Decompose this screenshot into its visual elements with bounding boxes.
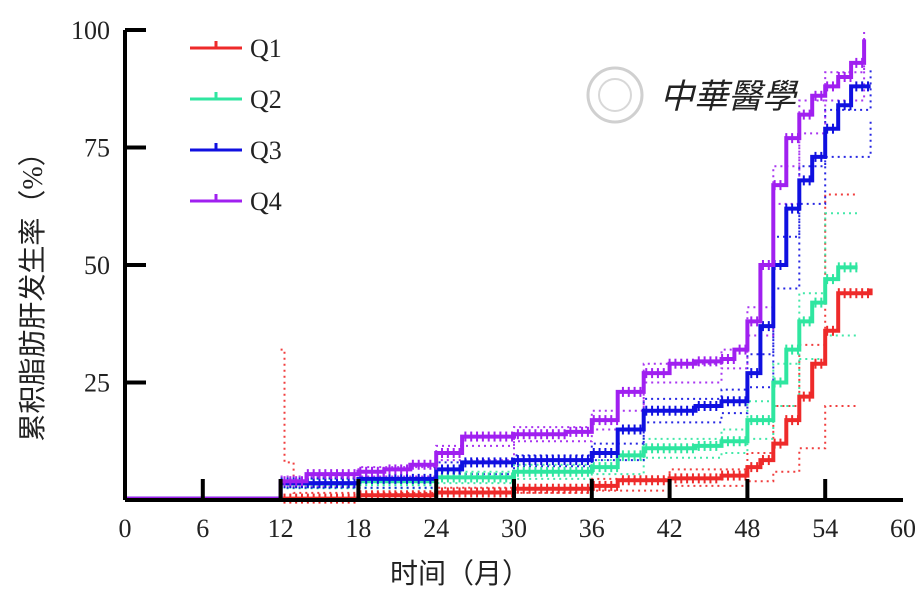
x-tick-label: 60 [890,514,916,543]
watermark-text: 中華醫學 [660,79,799,116]
x-tick-label: 54 [812,514,838,543]
series-q3 [125,81,871,501]
confidence-line-q1-upper [280,193,858,494]
series-q4 [125,39,867,501]
watermark: 中華醫學 [586,66,799,124]
series-line-q1 [125,288,873,501]
series-lines [125,39,873,504]
legend-label: Q1 [250,34,282,63]
x-tick-label: 30 [501,514,527,543]
ticks: 0 6 12 18 24 30 36 42 48 54 60 25 50 75 100 [71,16,916,543]
confidence-line-q2-upper [280,212,858,480]
confidence-line-q3-upper [280,67,872,480]
x-tick-label: 48 [734,514,760,543]
legend-item-q4: Q4 [190,187,282,216]
legend-label: Q2 [250,85,282,114]
x-tick-label: 18 [345,514,371,543]
legend-label: Q4 [250,187,282,216]
watermark-seal-icon [586,66,644,124]
x-axis-title: 时间（月） [390,558,530,590]
legend-item-q2: Q2 [190,85,282,114]
legend: Q1 Q2 Q3 Q4 [190,34,282,216]
y-axis-title: 累积脂肪肝发生率（%） [17,138,49,441]
legend-item-q1: Q1 [190,34,282,63]
y-tick-label: 100 [71,16,110,45]
watermark-seal-inner [598,78,632,112]
x-tick-label: 12 [268,514,294,543]
x-tick-label: 36 [579,514,605,543]
confidence-line-q2-lower [280,334,858,490]
confidence-line-q1-lower [280,405,858,501]
y-tick-label: 50 [84,251,110,280]
confidence-line-q4-lower [280,58,866,487]
legend-label: Q3 [250,136,282,165]
x-tick-label: 0 [119,514,132,543]
x-tick-label: 42 [657,514,683,543]
y-tick-label: 75 [84,134,110,163]
legend-item-q3: Q3 [190,136,282,165]
x-tick-label: 24 [423,514,449,543]
x-tick-label: 6 [196,514,209,543]
y-tick-label: 25 [84,369,110,398]
